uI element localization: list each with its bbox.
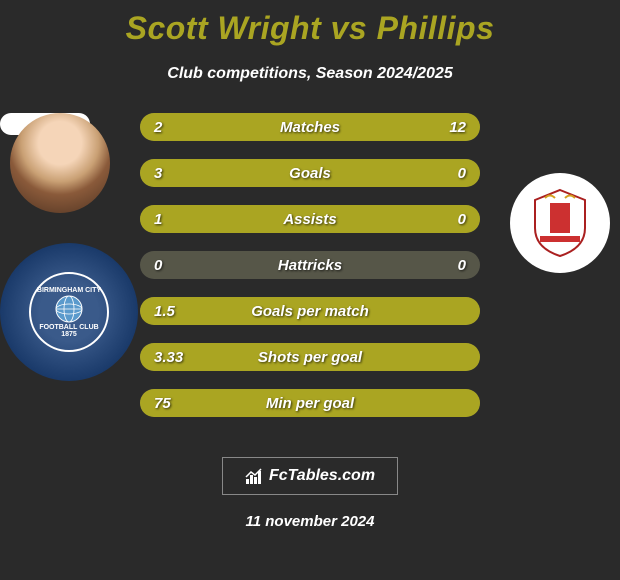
globe-icon <box>54 294 84 324</box>
stat-label: Goals <box>289 165 331 182</box>
stat-value-left: 75 <box>154 395 171 412</box>
stats-container: 2 Matches 12 3 Goals 0 1 Assists 0 0 Hattricks 0 1.5… <box>140 113 480 417</box>
stat-row: 3.33 Shots per goal <box>140 343 480 371</box>
stat-value-right: 0 <box>458 257 466 274</box>
stat-fill-left <box>140 113 188 141</box>
stat-row: 0 Hattricks 0 <box>140 251 480 279</box>
stat-value-left: 3.33 <box>154 349 183 366</box>
stat-value-left: 1 <box>154 211 162 228</box>
club-left-name-mid: FOOTBALL CLUB <box>39 324 98 331</box>
club-right-badge <box>510 173 610 273</box>
stat-row: 1 Assists 0 <box>140 205 480 233</box>
stat-row: 3 Goals 0 <box>140 159 480 187</box>
stat-label: Hattricks <box>278 257 342 274</box>
stat-row: 2 Matches 12 <box>140 113 480 141</box>
stat-label: Min per goal <box>266 395 354 412</box>
stat-row: 75 Min per goal <box>140 389 480 417</box>
stat-value-left: 2 <box>154 119 162 136</box>
stat-value-left: 1.5 <box>154 303 175 320</box>
club-left-badge-inner: BIRMINGHAM CITY FOOTBALL CLUB 1875 <box>29 272 109 352</box>
stat-value-right: 0 <box>458 211 466 228</box>
crest-icon <box>530 188 590 258</box>
club-left-badge: BIRMINGHAM CITY FOOTBALL CLUB 1875 <box>0 243 138 381</box>
footer-logo[interactable]: FcTables.com <box>222 457 398 495</box>
club-left-name-top: BIRMINGHAM CITY <box>37 287 101 294</box>
player-left-avatar <box>10 113 110 213</box>
stat-label: Assists <box>283 211 336 228</box>
stat-value-right: 12 <box>449 119 466 136</box>
comparison-area: BIRMINGHAM CITY FOOTBALL CLUB 1875 2 Matc… <box>0 113 620 433</box>
page-subtitle: Club competitions, Season 2024/2025 <box>0 65 620 83</box>
page-title: Scott Wright vs Phillips <box>0 0 620 47</box>
stat-row: 1.5 Goals per match <box>140 297 480 325</box>
footer-logo-text: FcTables.com <box>269 467 375 485</box>
club-left-year: 1875 <box>61 331 77 338</box>
stat-value-right: 0 <box>458 165 466 182</box>
chart-icon <box>245 467 265 485</box>
stat-value-left: 3 <box>154 165 162 182</box>
stat-value-left: 0 <box>154 257 162 274</box>
stat-label: Shots per goal <box>258 349 362 366</box>
stat-label: Matches <box>280 119 340 136</box>
footer-date: 11 november 2024 <box>0 513 620 530</box>
stat-label: Goals per match <box>251 303 369 320</box>
